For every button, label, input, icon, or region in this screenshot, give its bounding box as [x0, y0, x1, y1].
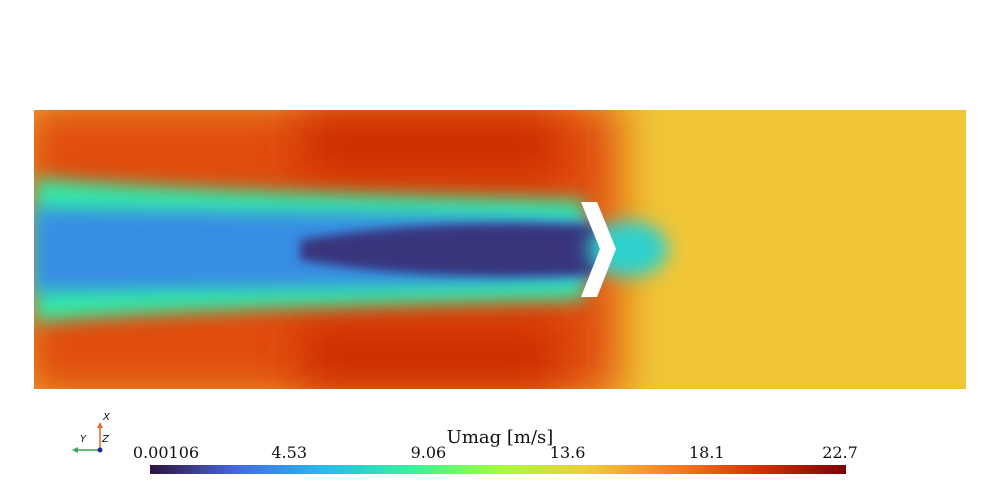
z-axis-label: Z [102, 434, 109, 445]
y-axis-label: Y [80, 434, 87, 445]
colorbar-tick-label: 4.53 [271, 443, 307, 462]
x-axis-arrowhead [97, 422, 103, 428]
x-axis-label: X [103, 412, 110, 423]
wake-core [300, 223, 600, 277]
colorbar-tick-label: 13.6 [549, 443, 586, 462]
colorbar-tick-label: 0.00106 [132, 443, 200, 462]
colorbar-tick-label: 22.7 [822, 443, 858, 462]
simulation-domain [34, 110, 966, 389]
z-axis-marker [97, 447, 103, 453]
colorbar-tick-label: 18.1 [688, 443, 725, 462]
y-axis-arrowhead [72, 447, 78, 453]
colorbar [150, 465, 846, 474]
peak-velocity-lower [300, 320, 560, 389]
colorbar-title: Umag [m/s] [446, 427, 554, 448]
peak-velocity-upper [300, 110, 560, 180]
colorbar-tick-label: 9.06 [410, 443, 447, 462]
axes-triad [72, 422, 103, 453]
chevron-obstacle [581, 202, 616, 297]
